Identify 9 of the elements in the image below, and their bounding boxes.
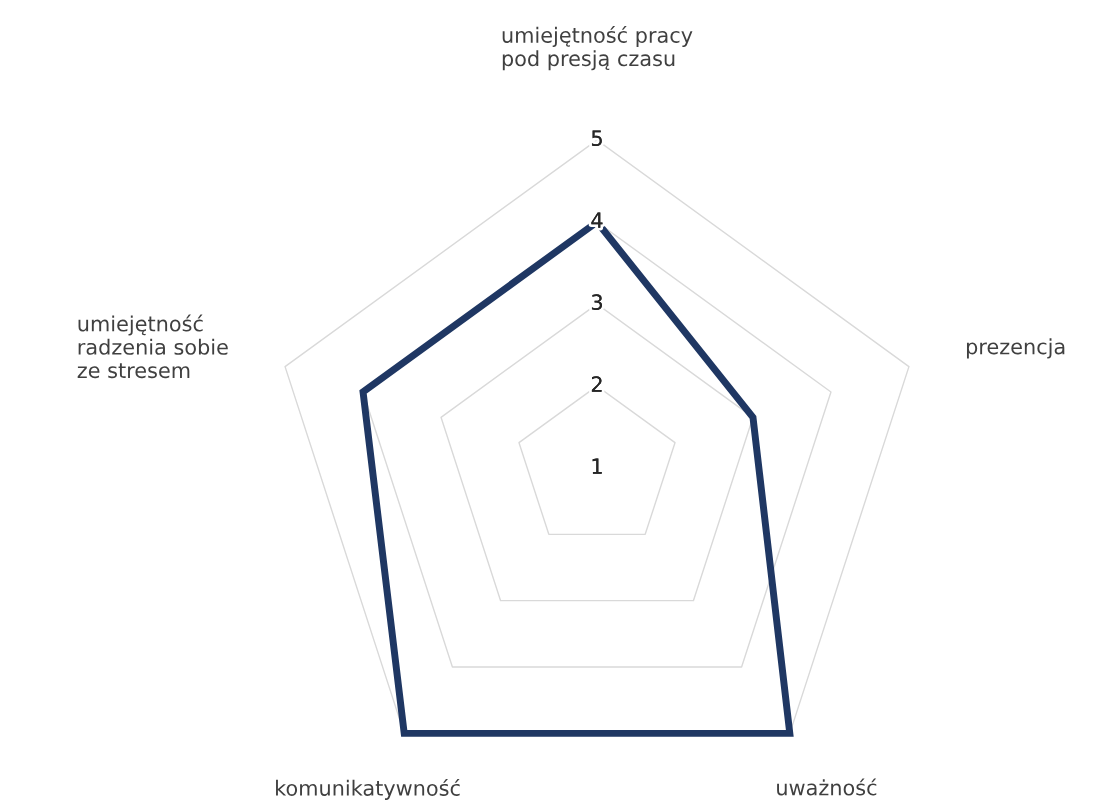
y-tick-label: 1	[592, 458, 602, 474]
spoke-label: prezencja	[966, 338, 1065, 359]
spoke-label: uważność	[777, 778, 877, 796]
y-tick-label: 5	[591, 130, 602, 147]
spoke-label: komunikatywność	[276, 778, 460, 800]
y-tick-label: 3	[591, 294, 602, 311]
spoke-label: umiejętność pracy pod presją czasu	[502, 26, 693, 71]
y-tick-label: 2	[591, 376, 602, 392]
spoke-label: umiejętność radzenia sobie ze stresem	[77, 314, 228, 379]
